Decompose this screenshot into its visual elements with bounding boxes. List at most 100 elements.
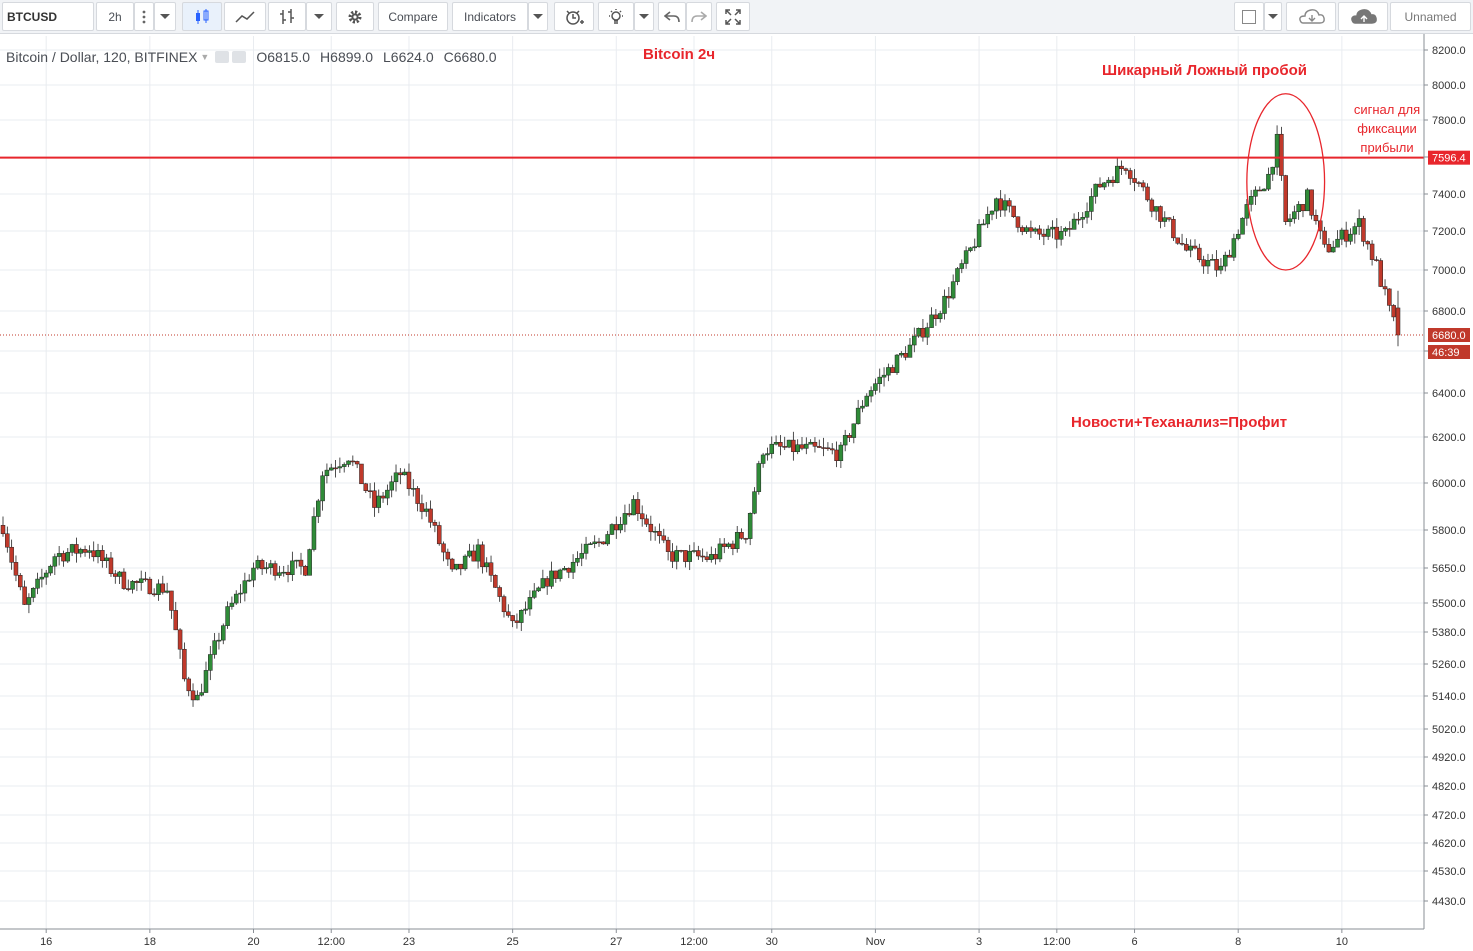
candle-body [1374, 259, 1379, 261]
chart-area[interactable]: 8200.08000.07800.07600.07400.07200.07000… [0, 34, 1473, 951]
candle-body [393, 472, 399, 483]
candle-body [1123, 168, 1129, 171]
candle-body [523, 608, 528, 611]
interval-text: 2h [108, 9, 122, 24]
false-breakout-annotation[interactable]: Шикарный Ложный пробой [1102, 62, 1307, 79]
candle-body [579, 553, 584, 559]
last-price-tag: 6680.0 [1432, 330, 1466, 342]
candle-body [536, 587, 541, 592]
candle-body [981, 223, 986, 226]
symbol-search-input[interactable]: BTCUSD [2, 2, 94, 31]
save-layout-button[interactable] [1338, 2, 1388, 31]
interval-dropdown-icon[interactable] [154, 2, 176, 31]
candle-body [704, 556, 710, 560]
candle-body [929, 314, 934, 328]
time-axis-label: 16 [40, 936, 52, 948]
fullscreen-button[interactable] [716, 2, 750, 31]
candle-body [968, 247, 973, 251]
series-title[interactable]: Bitcoin / Dollar, 120, BITFINEX [6, 49, 198, 65]
candle-body [514, 620, 520, 623]
time-axis-background [0, 929, 1473, 951]
line-style-button[interactable] [224, 2, 266, 31]
candle-body [596, 541, 602, 544]
load-layout-button[interactable] [1286, 2, 1336, 31]
candle-body [907, 344, 913, 358]
candle-body [601, 541, 606, 545]
candle-body [52, 556, 58, 567]
candle-body [56, 553, 62, 557]
cloud-download-icon [1299, 8, 1325, 24]
candle-body [657, 531, 662, 537]
candle-body [324, 469, 330, 477]
candle-body [670, 551, 675, 562]
chart-title-annotation[interactable]: Bitcoin 2ч [643, 46, 716, 63]
candle-body [130, 581, 135, 590]
candle-body [1132, 178, 1137, 183]
candle-body [268, 563, 274, 568]
candle-body [1076, 218, 1081, 221]
candle-body [501, 596, 507, 613]
candle-body [933, 314, 939, 320]
redo-button[interactable] [686, 2, 712, 31]
compare-button[interactable]: Compare [378, 2, 448, 31]
candle-body [428, 508, 433, 523]
candle-body [74, 544, 79, 554]
price-axis-label: 5500.0 [1432, 598, 1466, 610]
interval-button[interactable]: 2h [96, 2, 134, 31]
ideas-dropdown-icon[interactable] [634, 2, 654, 31]
candle-body [842, 435, 848, 446]
price-axis-label: 4530.0 [1432, 866, 1466, 878]
chart-style-dropdown-icon[interactable] [306, 2, 332, 31]
candle-body [890, 367, 895, 373]
candle-body [799, 444, 805, 449]
layout-name-button[interactable]: Unnamed [1390, 2, 1471, 31]
candle-body [1037, 228, 1042, 235]
candle-body [61, 553, 66, 562]
interval-more-icon[interactable] [134, 2, 154, 31]
ideas-button[interactable] [598, 2, 634, 31]
candle-body [238, 592, 243, 595]
alert-button[interactable] [554, 2, 594, 31]
candle-body [700, 555, 705, 558]
candle-body [1054, 226, 1060, 240]
profit-signal-line-2: фиксации [1357, 121, 1417, 136]
candle-body [1158, 206, 1163, 222]
candle-body [385, 489, 390, 499]
candle-body [631, 499, 636, 516]
candle-body [1382, 286, 1388, 290]
color-swatch-button[interactable] [1234, 2, 1264, 31]
candle-body [1080, 217, 1085, 220]
color-dropdown-icon[interactable] [1264, 2, 1282, 31]
candles-style-button[interactable] [182, 2, 222, 31]
undo-button[interactable] [658, 2, 686, 31]
candle-body [1166, 217, 1172, 220]
candle-body [18, 575, 23, 588]
candle-body [1140, 182, 1146, 188]
indicators-dropdown-icon[interactable] [528, 2, 548, 31]
settings-small-icon[interactable] [232, 51, 247, 63]
candle-body [307, 549, 312, 576]
candle-body [920, 327, 926, 338]
candle-body [713, 554, 718, 560]
price-chart[interactable]: 8200.08000.07800.07600.07400.07200.07000… [0, 34, 1473, 951]
settings-button[interactable] [336, 2, 374, 31]
profit-signal-annotation[interactable]: сигнал для фиксации прибыли [1346, 100, 1428, 157]
candle-body [177, 629, 183, 650]
bars-style-button[interactable] [268, 2, 306, 31]
candle-body [1283, 175, 1288, 222]
candle-body [782, 446, 787, 448]
price-axis-label: 4620.0 [1432, 838, 1466, 850]
candle-body [108, 557, 114, 574]
indicators-button[interactable]: Indicators [452, 2, 528, 31]
candle-body [916, 327, 921, 337]
candle-body [1231, 238, 1237, 258]
visibility-icon[interactable] [215, 51, 230, 63]
candle-body [924, 327, 930, 338]
profit-signal-line-1: сигнал для [1353, 102, 1421, 117]
candle-body [635, 499, 641, 514]
candle-body [709, 554, 714, 560]
series-menu-icon[interactable]: ▼ [200, 52, 210, 62]
candle-body [0, 525, 6, 535]
news-ta-profit-annotation[interactable]: Новости+Теханализ=Профит [1071, 414, 1288, 431]
candle-body [419, 503, 425, 512]
